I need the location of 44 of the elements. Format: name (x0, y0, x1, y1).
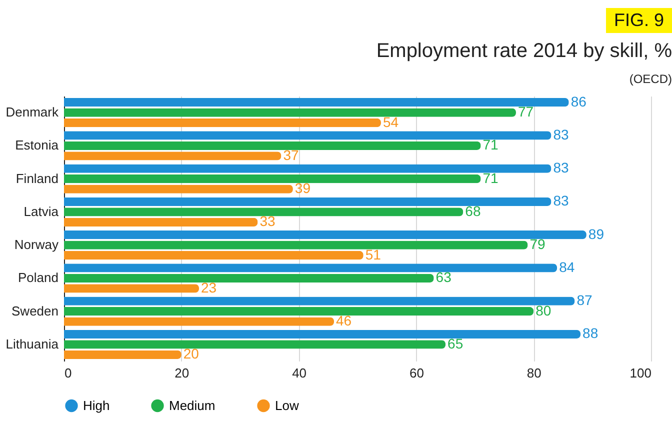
chart-title: Employment rate 2014 by skill, % (376, 40, 672, 63)
data-label: 80 (536, 302, 552, 318)
data-label: 86 (570, 93, 587, 110)
caption: FIG. 9 (606, 8, 672, 33)
y-tick-label: Norway (14, 237, 59, 252)
y-tick-label: Poland (18, 270, 58, 286)
legend-label: High (83, 398, 110, 413)
data-label: 71 (482, 170, 499, 186)
data-label: 84 (559, 258, 575, 275)
data-label: 83 (553, 192, 569, 209)
data-label: 89 (588, 226, 604, 242)
data-label: 23 (201, 279, 217, 296)
x-tick-label: 40 (292, 366, 307, 380)
data-label: 39 (294, 180, 311, 196)
data-label: 46 (336, 312, 352, 329)
x-tick-label: 80 (526, 366, 542, 380)
data-label: 33 (260, 213, 276, 230)
data-label: 77 (518, 104, 534, 120)
x-tick-label: 20 (174, 366, 190, 380)
data-label: 65 (448, 335, 464, 352)
y-tick-label: Latvia (24, 204, 60, 219)
y-tick-label: Estonia (15, 138, 60, 153)
data-label: 51 (365, 246, 382, 262)
data-label: 20 (183, 346, 200, 362)
data-label: 37 (283, 146, 299, 163)
data-label: 71 (482, 136, 499, 153)
y-tick-label: Lithuania (6, 336, 60, 352)
text: (OECD) (629, 72, 672, 86)
x-tick-label: 60 (409, 366, 424, 380)
legend-label: Medium (169, 398, 216, 413)
y-tick-label: Finland (16, 170, 58, 186)
data-label: 63 (436, 269, 452, 286)
data-label: 87 (576, 292, 592, 308)
data-label: 83 (553, 160, 569, 176)
legend-label: Low (275, 398, 300, 413)
data-label: 79 (530, 236, 546, 252)
x-tick-label: 0 (64, 366, 72, 380)
y-tick-label: Denmark (6, 104, 59, 120)
y-tick-label: Sweden (12, 303, 58, 318)
data-label: 88 (582, 325, 598, 342)
data-label: 54 (382, 114, 399, 130)
data-label: 83 (553, 126, 569, 142)
data-label: 68 (465, 202, 481, 219)
x-tick-label: 100 (630, 366, 652, 380)
